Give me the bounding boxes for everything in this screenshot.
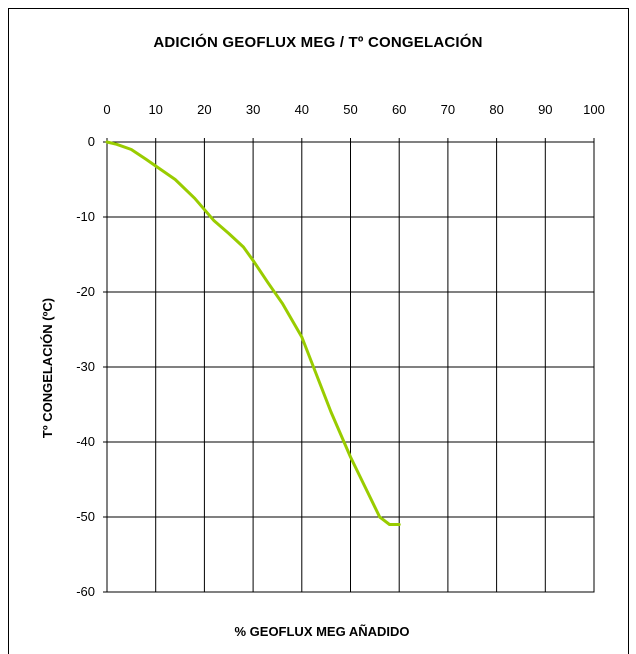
x-tick-label: 0	[103, 102, 110, 117]
x-tick-label: 100	[583, 102, 605, 117]
y-tick-label: -30	[76, 359, 95, 374]
series-layer	[105, 140, 401, 526]
y-tick-label: -40	[76, 434, 95, 449]
y-axis-ticks: 0 -10 -20 -30 -40 -50 -60	[76, 134, 107, 599]
y-tick-label: -20	[76, 284, 95, 299]
grid	[106, 141, 595, 593]
x-tick-label: 80	[489, 102, 503, 117]
y-tick-label: 0	[88, 134, 95, 149]
x-tick-label: 70	[441, 102, 455, 117]
chart-frame	[8, 8, 629, 654]
y-axis-title: Tº CONGELACIÓN (ºC)	[40, 298, 55, 438]
y-tick-label: -60	[76, 584, 95, 599]
y-tick-label: -10	[76, 209, 95, 224]
y-tick-label: -50	[76, 509, 95, 524]
x-axis-ticks: 0 10 20 30 40 50 60 70 80 90 100	[103, 102, 605, 142]
x-tick-label: 10	[148, 102, 162, 117]
chart-title: ADICIÓN GEOFLUX MEG / Tº CONGELACIÓN	[153, 34, 483, 51]
x-tick-label: 60	[392, 102, 406, 117]
x-tick-label: 40	[295, 102, 309, 117]
x-tick-label: 50	[343, 102, 357, 117]
x-tick-label: 90	[538, 102, 552, 117]
x-axis-title: % GEOFLUX MEG AÑADIDO	[234, 624, 409, 639]
series-line-0	[105, 140, 401, 526]
x-tick-label: 30	[246, 102, 260, 117]
x-tick-label: 20	[197, 102, 211, 117]
